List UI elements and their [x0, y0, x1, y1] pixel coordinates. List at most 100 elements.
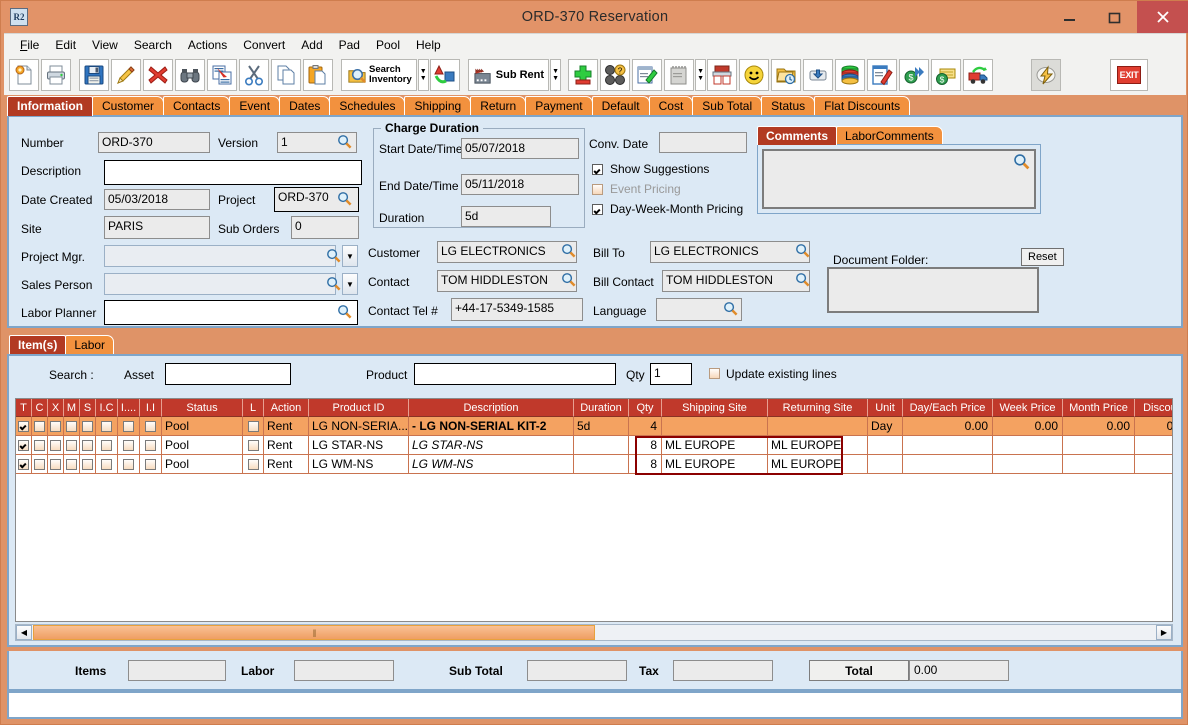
day-week-month-checkbox[interactable]	[592, 204, 603, 215]
comments-search-icon[interactable]	[1013, 153, 1030, 170]
cell-action[interactable]: Rent	[264, 455, 309, 474]
tab-cost[interactable]: Cost	[648, 96, 694, 116]
version-search-icon[interactable]	[337, 134, 352, 149]
total-field[interactable]: 0.00	[909, 660, 1009, 681]
row-checkbox-m[interactable]	[66, 439, 77, 451]
tab-information[interactable]: Information	[7, 96, 93, 116]
col-ii[interactable]: I.I	[140, 399, 162, 417]
col-duration[interactable]: Duration	[574, 399, 629, 417]
row-checkbox-x[interactable]	[50, 458, 61, 470]
menu-item-actions[interactable]: Actions	[187, 37, 228, 52]
folder-clock-icon[interactable]	[771, 59, 802, 91]
sub-rent-button[interactable]: Sub Rent	[467, 59, 550, 91]
row-checkbox-i1[interactable]	[123, 439, 134, 451]
col-shipping-site[interactable]: Shipping Site	[662, 399, 768, 417]
cell-duration[interactable]	[574, 455, 629, 474]
cell-m[interactable]	[64, 417, 80, 436]
print-icon[interactable]	[41, 59, 71, 91]
cell-shipping-site[interactable]: ML EUROPE	[662, 455, 768, 474]
table-row[interactable]: Pool Rent LG NON-SERIA... - LG NON-SERIA…	[16, 417, 1172, 436]
update-existing-lines-checkbox[interactable]	[709, 368, 720, 379]
col-l[interactable]: L	[243, 399, 264, 417]
row-checkbox-c[interactable]	[34, 439, 45, 451]
row-checkbox-m[interactable]	[66, 420, 77, 432]
cell-product-id[interactable]: LG WM-NS	[309, 455, 409, 474]
cell-s[interactable]	[80, 436, 96, 455]
cell-duration[interactable]: 5d	[574, 417, 629, 436]
cell-ii[interactable]	[140, 455, 162, 474]
language-field[interactable]	[656, 298, 742, 321]
tab-status[interactable]: Status	[761, 96, 816, 116]
cell-ii[interactable]	[140, 436, 162, 455]
cell-discount[interactable]	[1135, 436, 1172, 455]
col-c[interactable]: C	[32, 399, 48, 417]
convert-shapes-icon[interactable]	[429, 59, 460, 91]
bill-to-search-icon[interactable]	[795, 243, 810, 258]
menu-item-help[interactable]: Help	[416, 37, 441, 52]
cell-m[interactable]	[64, 455, 80, 474]
notepad-edit-icon[interactable]	[632, 59, 663, 91]
menu-item-search[interactable]: Search	[133, 37, 172, 52]
row-checkbox-c[interactable]	[34, 420, 45, 432]
total-button[interactable]: Total	[809, 660, 909, 681]
conv-date-field[interactable]	[659, 132, 747, 153]
bill-contact-field[interactable]: TOM HIDDLESTON	[662, 270, 810, 292]
tab-sub-total[interactable]: Sub Total	[692, 96, 763, 116]
end-date-field[interactable]: 05/11/2018	[461, 174, 579, 195]
print-labels-icon[interactable]	[707, 59, 738, 91]
tab-items[interactable]: Item(s)	[9, 335, 67, 354]
date-created-field[interactable]: 05/03/2018	[104, 189, 210, 210]
cell-month-price[interactable]	[1063, 436, 1135, 455]
exit-button[interactable]: EXIT	[1110, 59, 1149, 91]
row-checkbox-i1[interactable]	[123, 420, 134, 432]
money-note-icon[interactable]: $	[931, 59, 962, 91]
col-qty[interactable]: Qty	[629, 399, 662, 417]
cell-product-id[interactable]: LG STAR-NS	[309, 436, 409, 455]
cell-week-price[interactable]	[993, 436, 1063, 455]
labor-planner-field[interactable]	[104, 300, 358, 325]
col-returning-site[interactable]: Returning Site	[768, 399, 868, 417]
tab-return[interactable]: Return	[470, 96, 527, 116]
row-checkbox-m[interactable]	[66, 458, 77, 470]
sub-rent-dropdown-icon[interactable]: ▼ ▼	[550, 59, 562, 91]
col-x[interactable]: X	[48, 399, 64, 417]
cell-i1[interactable]	[118, 436, 140, 455]
tab-contacts[interactable]: Contacts	[163, 96, 231, 116]
tab-event[interactable]: Event	[229, 96, 281, 116]
new-document-icon[interactable]	[9, 59, 39, 91]
row-checkbox-ii[interactable]	[145, 420, 156, 432]
cell-s[interactable]	[80, 417, 96, 436]
sales-person-search-icon[interactable]	[326, 276, 341, 291]
search-inventory-button[interactable]: Search Inventory	[341, 59, 417, 91]
row-checkbox-l[interactable]	[247, 458, 259, 470]
cell-discount[interactable]	[1135, 455, 1172, 474]
paste-icon[interactable]	[303, 59, 333, 91]
cell-description[interactable]: LG WM-NS	[409, 455, 574, 474]
show-suggestions-checkbox[interactable]	[592, 164, 603, 175]
cell-i1[interactable]	[118, 455, 140, 474]
col-i1[interactable]: I....	[118, 399, 140, 417]
maximize-icon[interactable]	[1092, 1, 1137, 33]
cell-status[interactable]: Pool	[162, 417, 243, 436]
group-help-icon[interactable]: ?	[600, 59, 631, 91]
cell-m[interactable]	[64, 436, 80, 455]
project-mgr-dropdown-icon[interactable]: ▼	[342, 245, 358, 267]
row-checkbox-ii[interactable]	[145, 458, 156, 470]
edit-pencil-icon[interactable]	[111, 59, 141, 91]
menu-item-pool[interactable]: Pool	[375, 37, 401, 52]
tab-flat-discounts[interactable]: Flat Discounts	[814, 96, 911, 116]
customer-field[interactable]: LG ELECTRONICS	[437, 241, 577, 263]
menu-item-edit[interactable]: Edit	[55, 37, 77, 52]
col-description[interactable]: Description	[409, 399, 574, 417]
sub-orders-field[interactable]: 0	[291, 216, 359, 239]
lightning-tool-icon[interactable]	[1031, 59, 1062, 91]
row-checkbox-i1[interactable]	[123, 458, 134, 470]
labor-total-field[interactable]	[294, 660, 394, 681]
table-row[interactable]: Pool Rent LG WM-NS LG WM-NS 8 ML EUROPE …	[16, 455, 1172, 474]
cell-unit[interactable]	[868, 455, 903, 474]
event-pricing-checkbox[interactable]	[592, 184, 603, 195]
tab-labor-comments[interactable]: LaborComments	[836, 126, 943, 145]
cell-c[interactable]	[32, 417, 48, 436]
col-month-price[interactable]: Month Price	[1063, 399, 1135, 417]
bill-to-field[interactable]: LG ELECTRONICS	[650, 241, 810, 263]
